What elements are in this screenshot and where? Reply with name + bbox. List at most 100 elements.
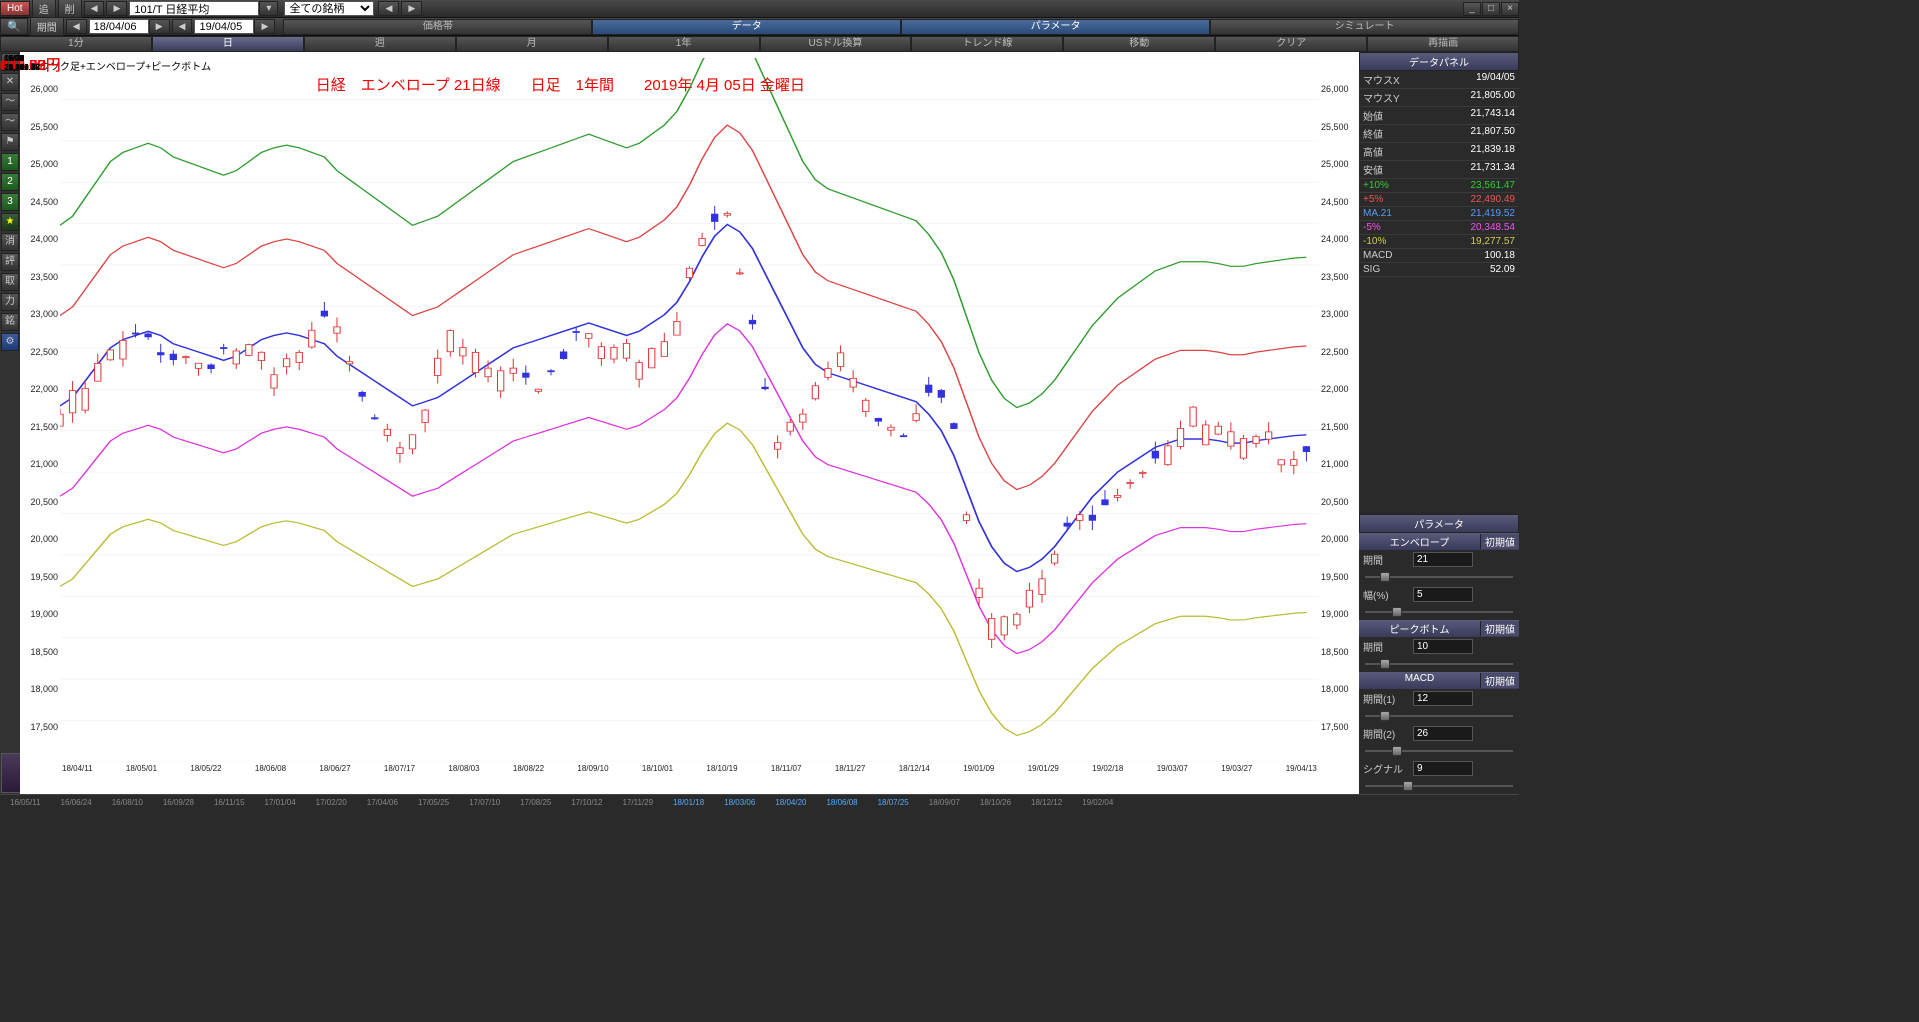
bottom-date: 16/11/15 xyxy=(214,798,245,807)
chart-container: ロウソク足+エンベロープ+ピークボトム 26,00025,50025,00024… xyxy=(20,52,1359,794)
date-from-next-icon[interactable] xyxy=(149,19,170,34)
sidebar-btn-3[interactable]: 〜 xyxy=(1,113,19,131)
sidebar-btn-8[interactable]: ★ xyxy=(1,213,19,231)
timeframe-tab-5[interactable]: USドル換算 xyxy=(760,36,912,52)
mode-tab-0[interactable]: 価格帯 xyxy=(283,19,592,35)
date-from-input[interactable] xyxy=(89,19,149,34)
param-input[interactable] xyxy=(1413,691,1473,706)
param-reset-button[interactable]: 初期値 xyxy=(1480,621,1519,636)
timeframe-tab-7[interactable]: 移動 xyxy=(1063,36,1215,52)
timeframe-tab-3[interactable]: 月 xyxy=(456,36,608,52)
date-from-prev-icon[interactable] xyxy=(66,19,87,34)
minimize-icon[interactable]: _ xyxy=(1463,2,1481,16)
delete-button[interactable]: 削 xyxy=(58,0,82,18)
param-slider[interactable] xyxy=(1365,658,1513,670)
mode-tab-2[interactable]: パラメータ xyxy=(901,19,1210,35)
sidebar-btn-1[interactable]: ✕ xyxy=(1,73,19,91)
date-to-next-icon[interactable] xyxy=(254,19,275,34)
sidebar-btn-10[interactable]: 評 xyxy=(1,253,19,271)
filter-next-icon[interactable] xyxy=(401,1,422,16)
period-label: 期間 xyxy=(30,17,64,36)
symbol-input[interactable] xyxy=(129,1,259,16)
param-label: 期間 xyxy=(1363,552,1413,567)
track-button[interactable]: 追 xyxy=(32,0,56,18)
date-to-prev-icon[interactable] xyxy=(172,19,193,34)
x-tick: 19/03/27 xyxy=(1221,764,1252,776)
sidebar-btn-4[interactable]: ⚑ xyxy=(1,133,19,151)
filter-prev-icon[interactable] xyxy=(378,1,399,16)
mode-tab-1[interactable]: データ xyxy=(592,19,901,35)
timeframe-tab-1[interactable]: 日 xyxy=(152,36,304,52)
sidebar-btn-14[interactable]: ⚙ xyxy=(1,333,19,351)
y-tick: 20,000 xyxy=(26,534,58,544)
hot-button[interactable]: Hot xyxy=(0,1,30,16)
bottom-date: 17/04/06 xyxy=(367,798,398,807)
timeframe-tab-6[interactable]: トレンド線 xyxy=(911,36,1063,52)
param-reset-button[interactable]: 初期値 xyxy=(1480,534,1519,549)
sidebar-btn-2[interactable]: 〜 xyxy=(1,93,19,111)
param-slider[interactable] xyxy=(1365,606,1513,618)
param-reset-button[interactable]: 初期値 xyxy=(1480,673,1519,688)
y-tick: 19,000 xyxy=(26,609,58,619)
sidebar-btn-13[interactable]: 銘 xyxy=(1,313,19,331)
timeframe-tab-2[interactable]: 週 xyxy=(304,36,456,52)
param-slider[interactable] xyxy=(1365,571,1513,583)
timeframe-tab-8[interactable]: クリア xyxy=(1215,36,1367,52)
bottom-date-strip[interactable]: 16/05/1116/06/2416/08/1016/09/2816/11/15… xyxy=(0,794,1519,810)
y-tick: 23,000 xyxy=(1321,309,1353,319)
sidebar-btn-11[interactable]: 取 xyxy=(1,273,19,291)
maximize-icon[interactable]: □ xyxy=(1482,2,1500,16)
y-tick: 24,000 xyxy=(26,234,58,244)
x-tick: 18/10/01 xyxy=(642,764,673,776)
sidebar-btn-6[interactable]: 2 xyxy=(1,173,19,191)
param-input[interactable] xyxy=(1413,552,1473,567)
date-to-input[interactable] xyxy=(194,19,254,34)
bottom-date: 18/06/08 xyxy=(826,798,857,807)
param-input[interactable] xyxy=(1413,726,1473,741)
param-label: 期間(1) xyxy=(1363,691,1413,706)
symbol-dropdown-icon[interactable]: ▾ xyxy=(259,1,278,16)
main-area: +✕〜〜⚑123★消評取力銘⚙ ロウソク足+エンベロープ+ピークボトム 26,0… xyxy=(0,52,1519,794)
data-row-2: 始値21,743.14 xyxy=(1359,107,1519,125)
mini-chart-icon[interactable] xyxy=(1,753,21,793)
search-icon[interactable] xyxy=(0,18,28,35)
param-input[interactable] xyxy=(1413,639,1473,654)
next-symbol-icon[interactable] xyxy=(106,1,127,16)
chart-area[interactable]: ロウソク足+エンベロープ+ピークボトム 26,00025,50025,00024… xyxy=(22,54,1357,778)
filter-select[interactable]: 全ての銘柄 xyxy=(284,1,374,16)
x-tick: 19/01/09 xyxy=(963,764,994,776)
bottom-date: 17/07/10 xyxy=(469,798,500,807)
y-tick: 24,500 xyxy=(1321,197,1353,207)
timeframe-tab-4[interactable]: 1年 xyxy=(608,36,760,52)
sidebar-btn-7[interactable]: 3 xyxy=(1,193,19,211)
y-tick: 25,000 xyxy=(1321,159,1353,169)
param-slider[interactable] xyxy=(1365,710,1513,722)
y-tick: 20,500 xyxy=(26,497,58,507)
timeframe-tab-9[interactable]: 再描画 xyxy=(1367,36,1519,52)
x-tick: 18/06/27 xyxy=(319,764,350,776)
param-slider[interactable] xyxy=(1365,780,1513,792)
peak-label: 12/2618,948.58 xyxy=(4,54,40,72)
close-icon[interactable]: × xyxy=(1501,2,1519,16)
y-tick: 25,000 xyxy=(26,159,58,169)
y-tick: 18,000 xyxy=(26,684,58,694)
sidebar-btn-12[interactable]: 力 xyxy=(1,293,19,311)
sidebar-btn-5[interactable]: 1 xyxy=(1,153,19,171)
y-axis-left: 26,00025,50025,00024,50024,00023,50023,0… xyxy=(24,54,60,762)
x-tick: 18/05/22 xyxy=(190,764,221,776)
param-label: シグナル xyxy=(1363,761,1413,776)
bottom-date: 18/04/20 xyxy=(775,798,806,807)
chart-overlay-title: 日経 エンベロープ 21日線 日足 1年間 2019年 4月 05日 金曜日 xyxy=(316,74,916,95)
timeframe-tab-0[interactable]: 1分 xyxy=(0,36,152,52)
data-row-10: -10%19,277.57 xyxy=(1359,235,1519,249)
param-input[interactable] xyxy=(1413,761,1473,776)
sidebar-btn-9[interactable]: 消 xyxy=(1,233,19,251)
y-tick: 18,000 xyxy=(1321,684,1353,694)
x-tick: 18/08/03 xyxy=(448,764,479,776)
param-slider[interactable] xyxy=(1365,745,1513,757)
y-tick: 19,500 xyxy=(26,572,58,582)
prev-symbol-icon[interactable] xyxy=(84,1,105,16)
bottom-date: 16/06/24 xyxy=(61,798,92,807)
mode-tab-3[interactable]: シミュレート xyxy=(1210,19,1519,35)
param-input[interactable] xyxy=(1413,587,1473,602)
